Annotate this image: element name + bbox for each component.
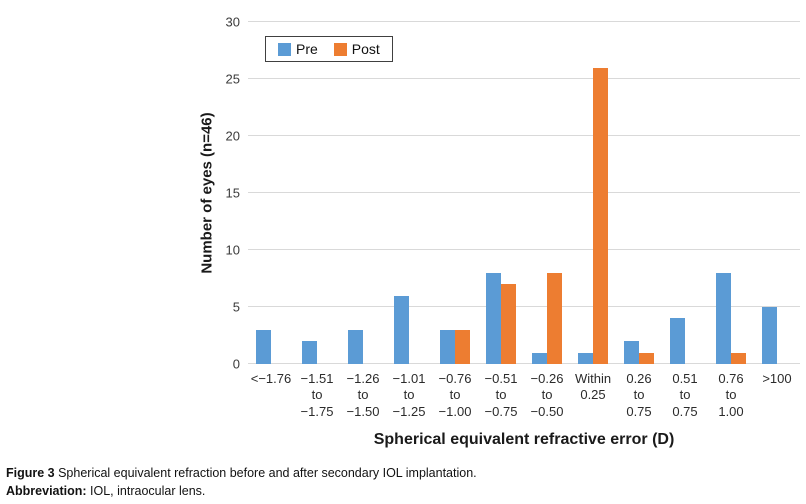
bar-post-4 — [455, 329, 470, 364]
category-column — [478, 22, 524, 364]
bar-pre-2 — [348, 329, 363, 364]
category-column — [662, 22, 708, 364]
x-tick-labels: <−1.76 −1.51 to −1.75 −1.26 to −1.50 −1.01 … — [248, 371, 800, 420]
y-tick-label: 15 — [225, 185, 240, 201]
y-tick-label: 20 — [225, 128, 240, 144]
legend-item-post: Post — [333, 41, 380, 57]
caption-abbrev-label: Abbreviation: — [6, 484, 87, 499]
x-tick-label: −0.26 to −0.50 — [530, 371, 564, 419]
category-column — [524, 22, 570, 364]
category-column — [708, 22, 754, 364]
pre-swatch-icon — [278, 42, 291, 56]
caption-figure-label: Figure 3 — [6, 466, 55, 480]
post-swatch-icon — [333, 42, 347, 56]
bar-pre-11 — [762, 307, 777, 364]
bar-post-6 — [547, 272, 562, 364]
caption-line-1: Figure 3 Spherical equivalent refraction… — [6, 464, 800, 482]
bar-pre-3 — [394, 295, 409, 364]
x-tick-label: 0.51 to 0.75 — [672, 371, 698, 419]
bar-post-5 — [501, 284, 516, 364]
gridline — [248, 306, 800, 307]
legend-item-pre: Pre — [278, 41, 318, 57]
y-tick-labels: 0 5 10 15 20 25 30 — [208, 16, 248, 371]
legend-label-pre: Pre — [296, 41, 318, 57]
x-tick-label: −0.76 to −1.00 — [438, 371, 472, 419]
gridline — [248, 363, 800, 364]
y-tick-label: 30 — [225, 14, 240, 30]
x-tick-label: >100 — [762, 371, 792, 386]
bar-pre-5 — [486, 272, 501, 364]
x-tick-label: 0.26 to 0.75 — [626, 371, 652, 419]
x-axis-title: Spherical equivalent refractive error (D… — [373, 431, 675, 448]
caption-figure-text: Spherical equivalent refraction before a… — [54, 466, 477, 480]
caption-abbrev-text: IOL, intraocular lens. — [86, 484, 206, 499]
bar-pre-1 — [302, 341, 317, 364]
gridline — [248, 249, 800, 250]
legend-label-post: Post — [351, 41, 380, 57]
bar-pre-4 — [440, 329, 455, 364]
bar-pre-8 — [624, 341, 639, 364]
category-column — [386, 22, 432, 364]
bar-pre-9 — [670, 318, 685, 364]
bar-post-8 — [639, 352, 654, 364]
category-column — [754, 22, 800, 364]
bar-post-10 — [731, 352, 746, 364]
bar-post-7 — [593, 67, 608, 364]
x-tick-label: Within 0.25 — [574, 371, 612, 403]
category-column — [340, 22, 386, 364]
y-tick-label: 0 — [232, 356, 240, 372]
plot-area: 0 5 10 15 20 25 30 Pre Post — [226, 16, 800, 371]
gridline — [248, 192, 800, 193]
bar-pre-10 — [716, 272, 731, 364]
bar-pre-7 — [578, 352, 593, 364]
x-tick-label: −0.51 to −0.75 — [484, 371, 518, 419]
gridline — [248, 135, 800, 136]
category-column — [616, 22, 662, 364]
category-column — [432, 22, 478, 364]
category-column — [248, 22, 294, 364]
x-tick-label: −1.01 to −1.25 — [392, 371, 426, 419]
gridline — [248, 21, 800, 22]
legend: Pre Post — [265, 36, 393, 62]
gridline — [248, 78, 800, 79]
caption-line-2: Abbreviation: IOL, intraocular lens. — [6, 482, 800, 500]
bar-pre-0 — [256, 329, 271, 364]
bar-pre-6 — [532, 352, 547, 364]
x-tick-label: 0.76 to 1.00 — [718, 371, 744, 419]
category-column — [570, 22, 616, 364]
y-tick-label: 25 — [225, 71, 240, 87]
y-tick-label: 5 — [232, 299, 240, 315]
bars-row — [248, 22, 800, 364]
figure-caption: Figure 3 Spherical equivalent refraction… — [6, 464, 800, 500]
category-column — [294, 22, 340, 364]
y-tick-label: 10 — [225, 242, 240, 258]
x-tick-label: −1.26 to −1.50 — [346, 371, 380, 419]
x-tick-label: <−1.76 — [250, 371, 292, 386]
x-tick-label: −1.51 to −1.75 — [300, 371, 334, 419]
